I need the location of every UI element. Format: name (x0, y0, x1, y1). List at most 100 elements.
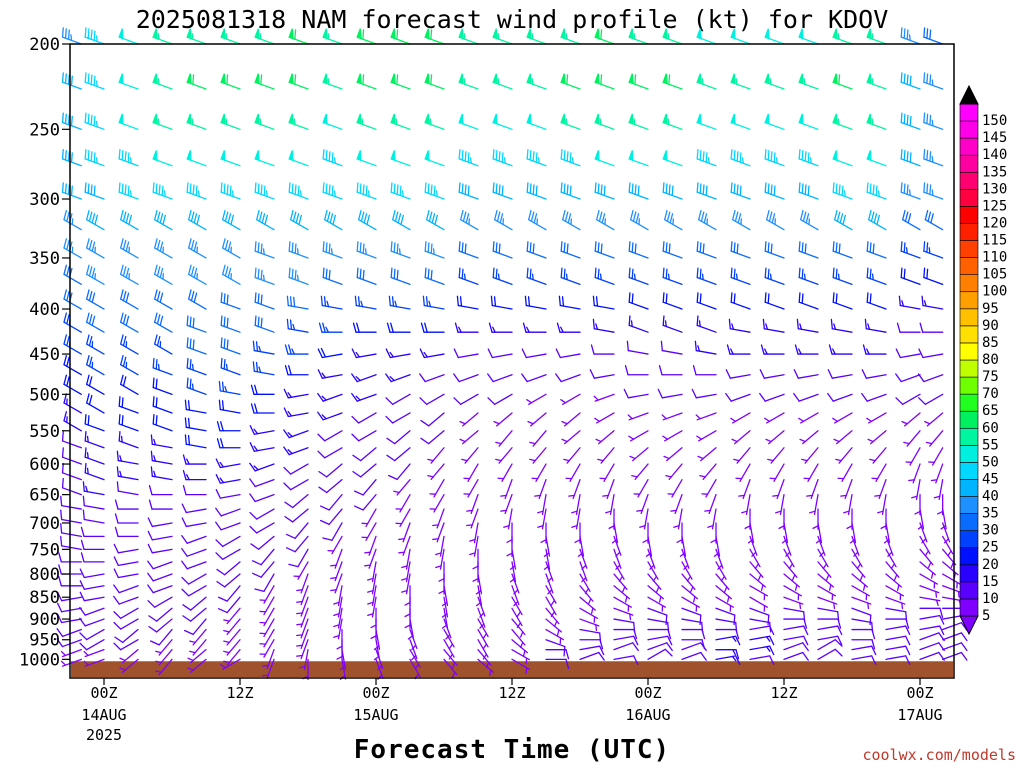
wind-barb (492, 182, 513, 200)
wind-barb (715, 655, 741, 665)
wind-barb (832, 267, 853, 285)
wind-barb (218, 399, 241, 414)
wind-barb (388, 295, 411, 310)
wind-barb (86, 374, 105, 395)
wind-barb (681, 548, 690, 570)
wind-barb (113, 595, 139, 605)
wind-barb (730, 292, 751, 310)
wind-barb (148, 607, 173, 622)
wind-barb (469, 535, 479, 557)
wind-barb (817, 585, 836, 601)
colorbar-swatch (959, 427, 979, 446)
wind-barb (296, 607, 309, 628)
wind-barb (560, 393, 581, 405)
wind-barb (492, 148, 513, 167)
colorbar-label: 5 (982, 608, 990, 624)
wind-barb (254, 182, 275, 200)
wind-barb (545, 658, 570, 669)
wind-barb (79, 606, 105, 616)
wind-barb (351, 412, 377, 424)
wind-barb (817, 596, 838, 610)
wind-barb (800, 209, 819, 231)
wind-barb (155, 649, 173, 666)
wind-barb (628, 150, 649, 167)
wind-barb (895, 348, 921, 359)
wind-barb (579, 585, 594, 605)
wind-barb (296, 618, 309, 639)
wind-barb (511, 658, 530, 674)
colorbar-swatch (959, 393, 979, 412)
wind-barb (877, 493, 887, 515)
wind-barb (766, 209, 785, 231)
wind-barb (358, 209, 377, 231)
wind-barb (555, 373, 581, 383)
wind-barb (851, 585, 870, 601)
wind-barb (696, 315, 717, 333)
wind-barb (188, 264, 207, 285)
wind-barb (918, 393, 944, 405)
wind-barb (919, 614, 945, 625)
wind-barb (60, 495, 82, 510)
wind-barb (385, 348, 411, 359)
wind-barb (181, 503, 207, 514)
wind-barb (851, 548, 863, 570)
wind-barb (511, 607, 523, 629)
wind-barb (851, 639, 876, 650)
y-tick-label: 900 (29, 610, 60, 630)
wind-barb (61, 447, 82, 465)
wind-barb (613, 635, 639, 646)
y-tick-label: 250 (29, 120, 60, 140)
wind-barb (662, 28, 683, 45)
wind-barb (590, 344, 615, 355)
wind-barb (249, 442, 275, 452)
wind-barb (220, 337, 241, 355)
wind-barb (119, 658, 139, 673)
wind-barb (296, 639, 309, 660)
wind-barb (730, 148, 751, 167)
wind-barb (61, 430, 82, 449)
wind-barb (817, 639, 843, 651)
wind-barb (506, 535, 513, 558)
wind-barb (732, 209, 751, 231)
wind-barb (681, 573, 696, 593)
wind-barb (494, 209, 513, 231)
colorbar-label: 70 (982, 386, 999, 402)
wind-barb (919, 585, 940, 598)
wind-barb (333, 596, 343, 618)
wind-barb (866, 412, 887, 424)
wind-barb (186, 357, 207, 376)
wind-barb (662, 430, 683, 442)
wind-barb (288, 28, 309, 45)
wind-barb (914, 493, 921, 516)
wind-barb (561, 412, 581, 427)
wind-barb (419, 373, 445, 383)
wind-barb (189, 639, 207, 656)
wind-barb (749, 573, 766, 591)
wind-barb (696, 28, 717, 45)
wind-barb (351, 348, 377, 359)
wind-barb (218, 380, 241, 395)
wind-barb (422, 295, 445, 310)
wind-barb (118, 148, 139, 167)
wind-barb (154, 264, 173, 285)
wind-barb (336, 628, 343, 651)
colorbar-swatch (959, 274, 979, 293)
wind-barb (317, 411, 343, 421)
wind-barb (593, 393, 615, 402)
wind-barb (432, 508, 445, 529)
wind-barb (215, 489, 241, 499)
wind-barb (322, 113, 343, 130)
wind-barb (715, 561, 727, 582)
wind-barb (900, 112, 921, 130)
wind-barb (764, 412, 785, 424)
wind-barb (896, 322, 921, 333)
wind-barb (83, 658, 105, 667)
wind-barb (152, 357, 173, 376)
wind-barb (147, 560, 173, 570)
wind-barb (120, 289, 139, 310)
wind-barb (642, 522, 649, 544)
wind-barb (249, 493, 275, 503)
wind-barb (866, 28, 887, 45)
wind-barb (783, 635, 809, 646)
wind-barb (356, 113, 377, 130)
